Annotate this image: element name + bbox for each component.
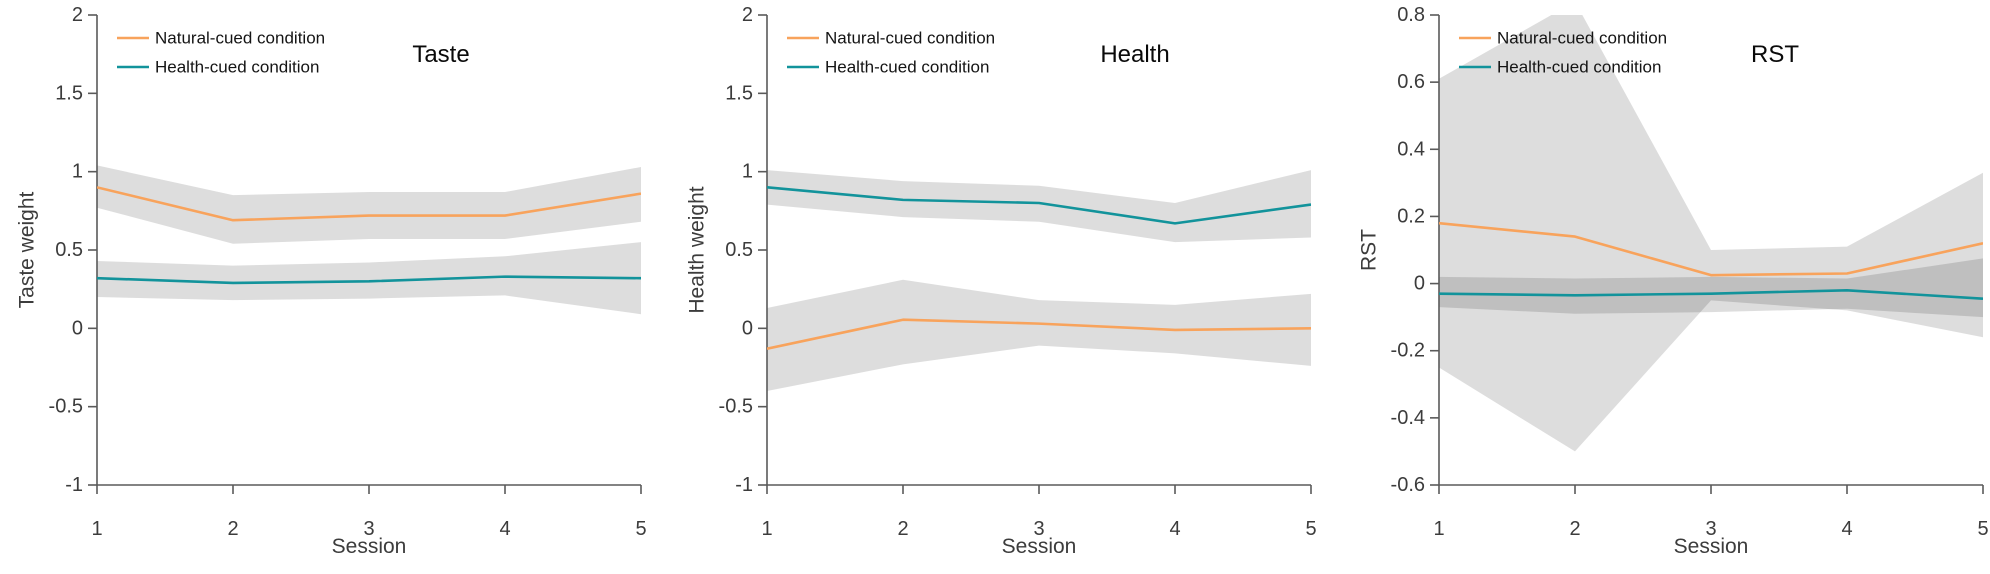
line-health-cued	[767, 186, 1311, 225]
y-tick-label: -0.5	[719, 396, 753, 418]
x-tick-label: 5	[1305, 518, 1316, 540]
chart-rst: -0.6 -0.4 -0.2 0 0.2 0.4 0.6 0.8 1 2 3 4 5 Natural-cu…	[1358, 4, 1989, 558]
legend: Natural-cued condition Health-cued condit…	[117, 29, 325, 77]
x-tick-label: 3	[363, 518, 374, 540]
y-tick-label: -0.5	[49, 396, 83, 418]
y-tick-label: 0.2	[1397, 205, 1425, 227]
x-axis-ticks: 1 2 3 4 5	[761, 485, 1317, 540]
y-tick-label: 1.5	[55, 82, 83, 104]
y-tick-label: 0	[72, 317, 83, 339]
x-tick-label: 5	[1977, 518, 1988, 540]
x-tick-label: 5	[635, 518, 646, 540]
legend-label: Health-cued condition	[1497, 58, 1661, 77]
x-tick-label: 3	[1705, 518, 1716, 540]
legend: Natural-cued condition Health-cued condit…	[1459, 29, 1667, 77]
y-axis-ticks: -1 -0.5 0 0.5 1 1.5 2	[719, 4, 767, 496]
y-tick-label: -0.2	[1391, 340, 1425, 362]
x-tick-label: 4	[1169, 518, 1180, 540]
legend-label: Natural-cued condition	[1497, 29, 1667, 48]
y-tick-label: 0.5	[55, 239, 83, 261]
x-tick-label: 2	[227, 518, 238, 540]
line-natural-cued	[1439, 221, 1983, 277]
line-health-cued	[1439, 288, 1983, 300]
legend-label: Natural-cued condition	[825, 29, 995, 48]
x-axis-label: Session	[1674, 535, 1749, 558]
y-tick-label: 0.6	[1397, 71, 1425, 93]
band-natural-cued	[1439, 15, 1983, 452]
chart-taste: -1 -0.5 0 0.5 1 1.5 2 1 2 3 4 5 Natural-cued conditi…	[16, 4, 647, 558]
axes	[96, 15, 641, 486]
x-axis-ticks: 1 2 3 4 5	[1433, 485, 1989, 540]
legend-label: Health-cued condition	[155, 58, 319, 77]
x-tick-label: 4	[499, 518, 510, 540]
y-axis-label: RST	[1358, 229, 1381, 271]
x-tick-label: 1	[761, 518, 772, 540]
x-tick-label: 3	[1033, 518, 1044, 540]
legend: Natural-cued condition Health-cued condit…	[787, 29, 995, 77]
x-axis-ticks: 1 2 3 4 5	[91, 485, 647, 540]
x-tick-label: 4	[1841, 518, 1852, 540]
x-tick-label: 1	[91, 518, 102, 540]
y-tick-label: 0	[1414, 273, 1425, 295]
y-tick-label: -1	[735, 474, 753, 496]
series-lines	[1439, 221, 1983, 300]
y-tick-label: 0.8	[1397, 4, 1425, 26]
y-tick-label: -0.4	[1391, 407, 1425, 429]
legend-label: Natural-cued condition	[155, 29, 325, 48]
x-axis-label: Session	[1002, 535, 1077, 558]
line-natural-cued	[97, 186, 641, 222]
band-natural-cued	[97, 165, 641, 244]
y-axis-ticks: -1 -0.5 0 0.5 1 1.5 2	[49, 4, 97, 496]
band-natural-cued	[767, 279, 1311, 391]
y-tick-label: -0.6	[1391, 474, 1425, 496]
y-tick-label: 0	[742, 317, 753, 339]
y-tick-label: 0.5	[725, 239, 753, 261]
y-axis-ticks: -0.6 -0.4 -0.2 0 0.2 0.4 0.6 0.8	[1391, 4, 1439, 496]
chart-health: -1 -0.5 0 0.5 1 1.5 2 1 2 3 4 5 Natural-cued conditi…	[686, 4, 1317, 558]
band-health-cued	[767, 170, 1311, 243]
band-health-cued	[1439, 258, 1983, 318]
legend-label: Health-cued condition	[825, 58, 989, 77]
y-tick-label: 1	[742, 161, 753, 183]
y-tick-label: 2	[742, 4, 753, 26]
y-tick-label: 1.5	[725, 82, 753, 104]
line-natural-cued	[767, 318, 1311, 350]
series-lines	[767, 186, 1311, 350]
x-tick-label: 2	[897, 518, 908, 540]
chart-title: RST	[1751, 41, 1799, 68]
chart-title: Taste	[412, 41, 469, 68]
y-tick-label: 2	[72, 4, 83, 26]
y-tick-label: 0.4	[1397, 138, 1425, 160]
x-tick-label: 2	[1569, 518, 1580, 540]
axes	[766, 15, 1311, 486]
y-tick-label: -1	[65, 474, 83, 496]
line-health-cued	[97, 275, 641, 285]
confidence-bands	[1439, 15, 1983, 452]
x-tick-label: 1	[1433, 518, 1444, 540]
confidence-bands	[97, 165, 641, 315]
series-lines	[97, 186, 641, 285]
band-health-cued	[97, 242, 641, 315]
y-tick-label: 1	[72, 161, 83, 183]
x-axis-label: Session	[332, 535, 407, 558]
y-axis-label: Taste weight	[16, 191, 39, 308]
y-axis-label: Health weight	[686, 186, 709, 313]
chart-title: Health	[1100, 41, 1169, 68]
